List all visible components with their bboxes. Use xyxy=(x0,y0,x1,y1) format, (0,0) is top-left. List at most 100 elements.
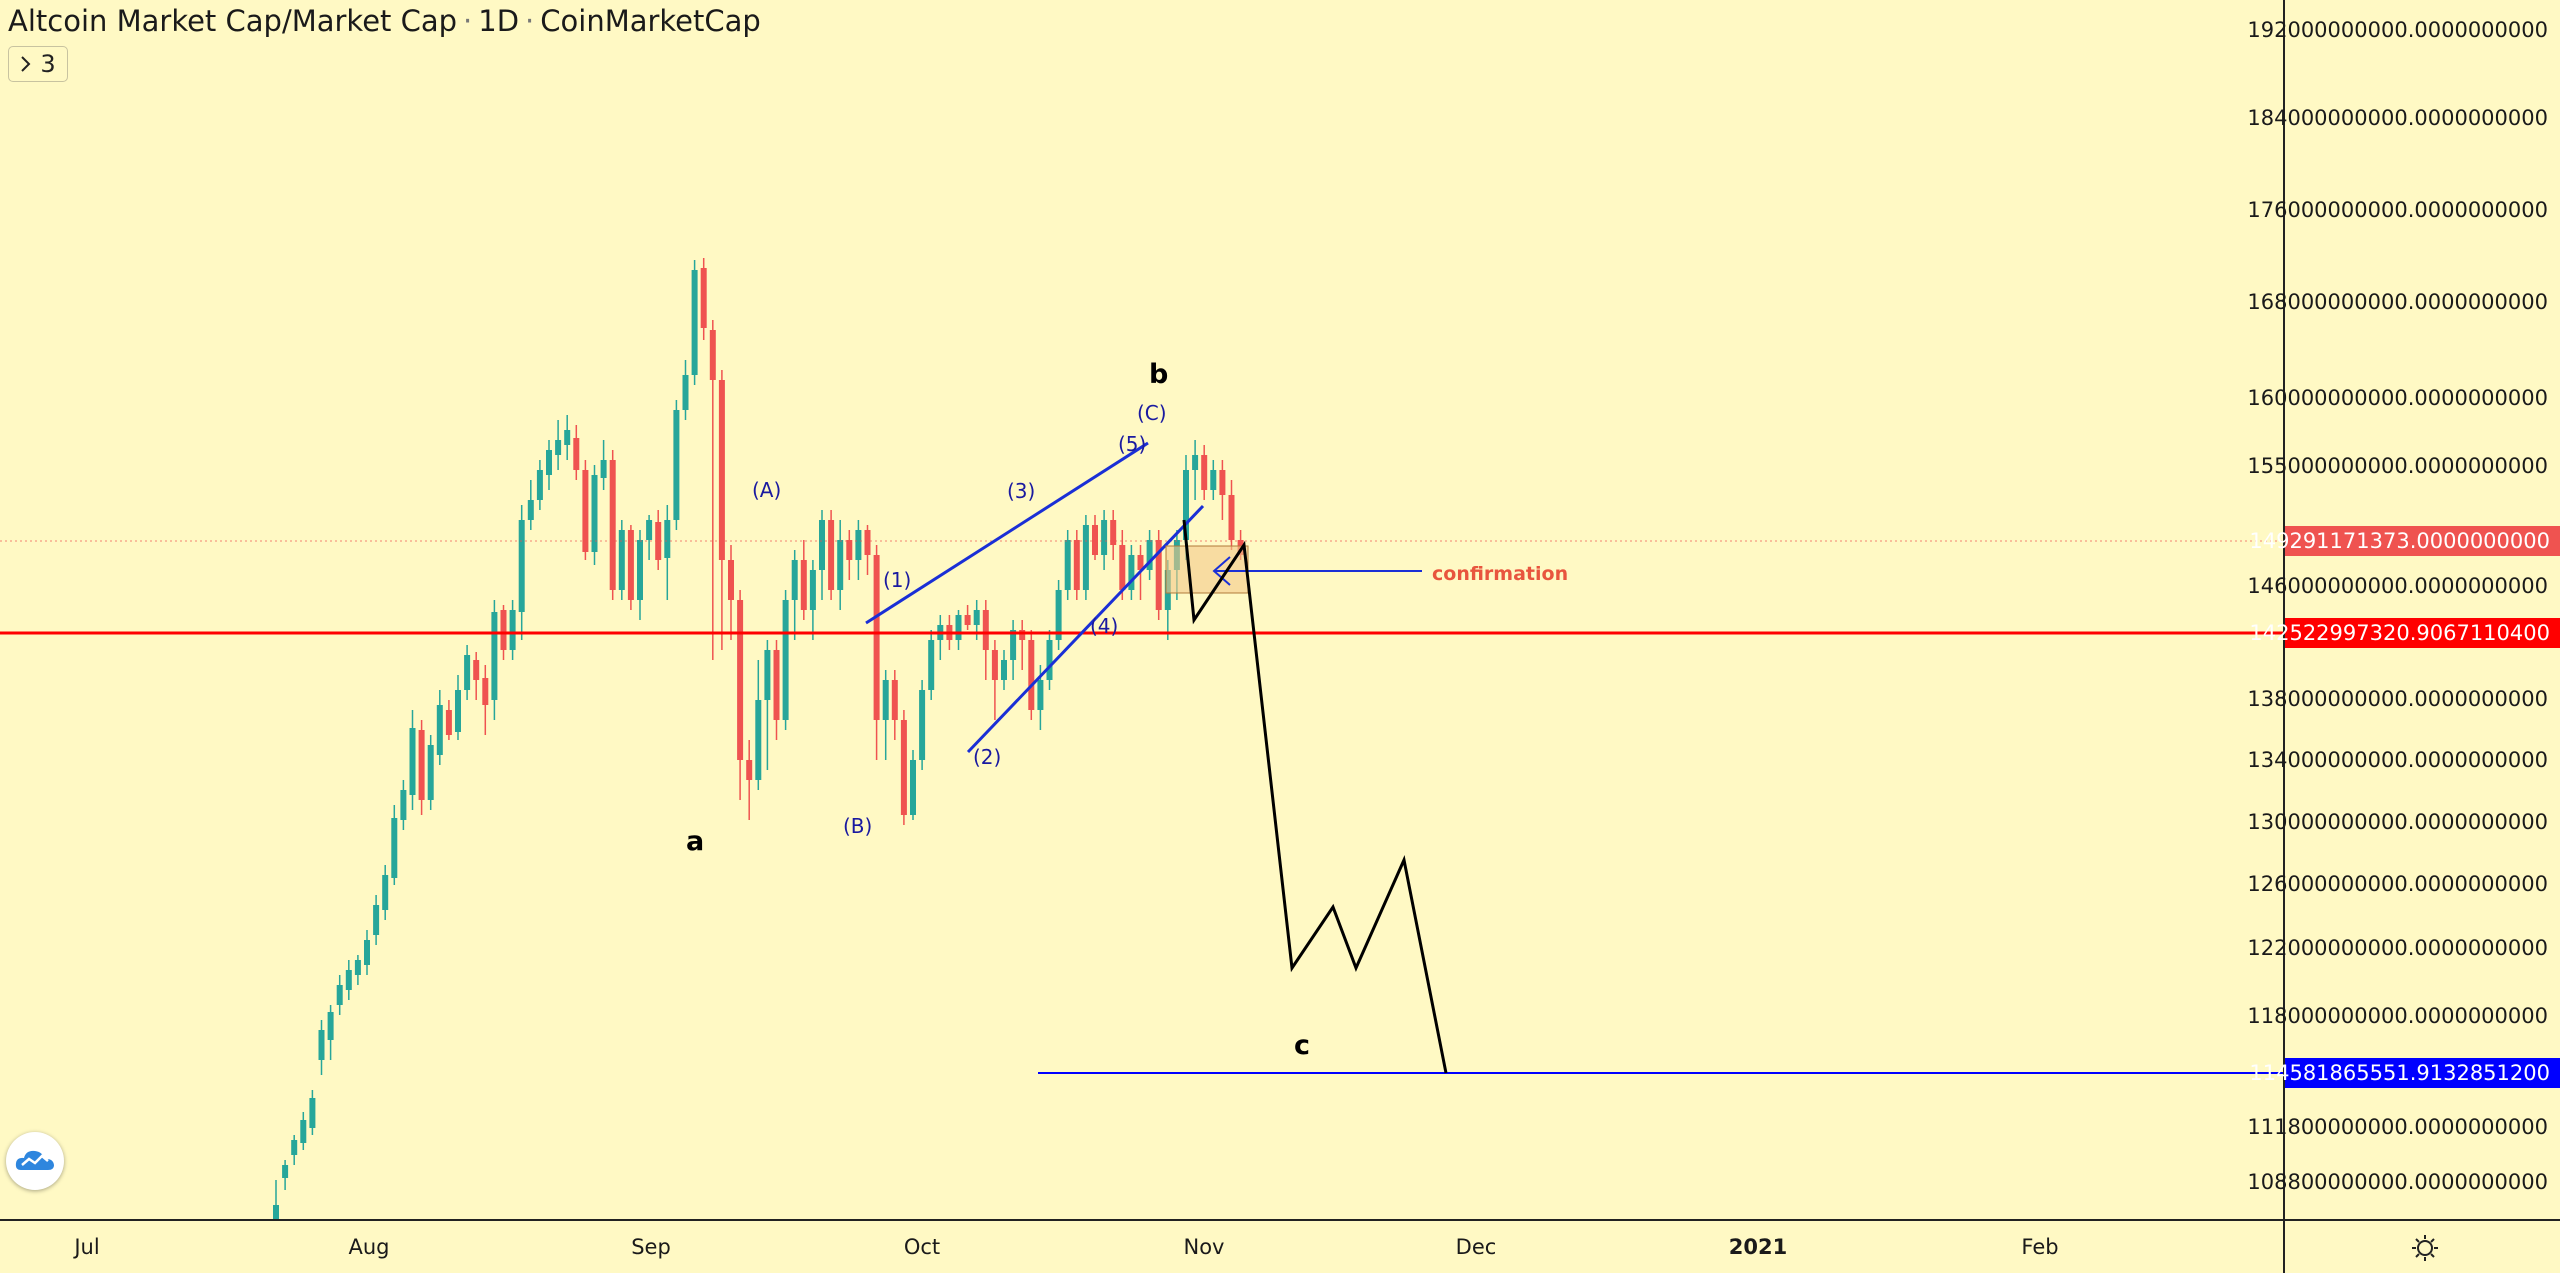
candle-down[interactable] xyxy=(1119,545,1126,590)
candle-up[interactable] xyxy=(382,875,389,910)
channel-lower-line[interactable] xyxy=(966,504,1205,754)
candle-down[interactable] xyxy=(445,710,452,735)
candle-up[interactable] xyxy=(755,700,762,780)
candle-up[interactable] xyxy=(1210,470,1217,490)
candle-up[interactable] xyxy=(336,985,343,1005)
candle-down[interactable] xyxy=(982,610,989,650)
candle-down[interactable] xyxy=(709,330,716,380)
candle-up[interactable] xyxy=(536,470,543,500)
candle-down[interactable] xyxy=(582,470,589,552)
channel-upper-line[interactable] xyxy=(865,441,1149,625)
candle-up[interactable] xyxy=(309,1098,316,1128)
candle-down[interactable] xyxy=(746,760,753,780)
candle-up[interactable] xyxy=(664,520,671,558)
indicators-toggle-button[interactable]: 3 xyxy=(8,46,68,82)
candle-up[interactable] xyxy=(555,440,562,455)
candle-up[interactable] xyxy=(591,475,598,552)
candle-up[interactable] xyxy=(455,690,461,732)
candle-down[interactable] xyxy=(1155,540,1162,610)
candle-up[interactable] xyxy=(919,690,926,760)
candle-down[interactable] xyxy=(609,460,616,590)
candle-up[interactable] xyxy=(300,1120,307,1143)
candle-up[interactable] xyxy=(1082,525,1089,590)
candle-down[interactable] xyxy=(1019,630,1026,640)
candle-up[interactable] xyxy=(400,790,407,820)
chart-settings-corner[interactable] xyxy=(2283,1219,2560,1273)
candle-down[interactable] xyxy=(1092,525,1098,555)
candle-down[interactable] xyxy=(1201,455,1208,490)
candle-up[interactable] xyxy=(682,375,689,410)
candle-down[interactable] xyxy=(846,540,853,560)
price-axis[interactable]: 192000000000.0000000000 184000000000.0000… xyxy=(2247,0,2560,1219)
chart-canvas[interactable]: confirmation a b c (A) (B) (C) (1) (2) (… xyxy=(0,0,2283,1219)
candle-down[interactable] xyxy=(891,680,898,720)
candle-up[interactable] xyxy=(273,1205,279,1219)
candle-down[interactable] xyxy=(573,438,580,470)
candle-down[interactable] xyxy=(1028,640,1035,710)
candle-down[interactable] xyxy=(418,730,425,800)
candle-up[interactable] xyxy=(837,540,844,590)
candle-up[interactable] xyxy=(791,560,798,600)
projection-path[interactable] xyxy=(1182,519,1448,1074)
candle-up[interactable] xyxy=(318,1030,325,1060)
candle-up[interactable] xyxy=(973,610,980,625)
candle-up[interactable] xyxy=(1192,455,1199,470)
candle-up[interactable] xyxy=(1183,470,1189,540)
candle-down[interactable] xyxy=(964,615,971,625)
candle-down[interactable] xyxy=(800,560,807,610)
candle-down[interactable] xyxy=(482,678,489,705)
candle-up[interactable] xyxy=(1001,660,1007,680)
candle-up[interactable] xyxy=(564,430,571,445)
candle-up[interactable] xyxy=(391,818,398,878)
candle-up[interactable] xyxy=(436,705,443,755)
candle-down[interactable] xyxy=(1137,555,1144,570)
tradingview-logo[interactable] xyxy=(6,1132,64,1190)
candle-up[interactable] xyxy=(364,940,370,965)
candle-down[interactable] xyxy=(473,660,480,680)
candle-up[interactable] xyxy=(509,610,516,650)
candle-up[interactable] xyxy=(491,612,498,700)
candle-up[interactable] xyxy=(646,520,653,540)
candle-up[interactable] xyxy=(546,450,552,475)
candle-down[interactable] xyxy=(718,380,725,560)
candle-up[interactable] xyxy=(1046,640,1053,680)
candle-up[interactable] xyxy=(427,745,434,800)
candle-up[interactable] xyxy=(819,520,825,570)
candle-up[interactable] xyxy=(600,460,607,478)
candle-up[interactable] xyxy=(764,650,771,700)
candle-down[interactable] xyxy=(655,522,662,560)
candle-up[interactable] xyxy=(345,970,352,990)
candle-up[interactable] xyxy=(1010,630,1017,660)
chart-area[interactable]: confirmation a b c (A) (B) (C) (1) (2) (… xyxy=(0,0,2283,1219)
candle-up[interactable] xyxy=(1037,680,1044,710)
time-axis[interactable]: Jul Aug Sep Oct Nov Dec 2021 Feb xyxy=(0,1219,2283,1273)
candle-down[interactable] xyxy=(864,530,871,555)
candle-up[interactable] xyxy=(1055,590,1062,640)
candle-up[interactable] xyxy=(1146,540,1153,570)
candle-up[interactable] xyxy=(291,1140,298,1155)
candle-up[interactable] xyxy=(955,615,962,640)
candle-down[interactable] xyxy=(737,600,744,760)
candle-up[interactable] xyxy=(618,530,625,590)
candle-down[interactable] xyxy=(991,650,998,680)
confirmation-box[interactable] xyxy=(1165,545,1249,594)
candle-up[interactable] xyxy=(409,728,416,795)
candle-down[interactable] xyxy=(700,268,707,328)
candle-up[interactable] xyxy=(855,530,862,560)
chart-title[interactable]: Altcoin Market Cap/Market Cap · 1D · CoinMar… xyxy=(8,4,761,38)
candle-up[interactable] xyxy=(1101,520,1108,555)
candle-down[interactable] xyxy=(1110,520,1117,545)
candle-up[interactable] xyxy=(282,1165,289,1178)
candle-up[interactable] xyxy=(882,680,889,720)
candle-down[interactable] xyxy=(627,530,634,600)
candle-up[interactable] xyxy=(691,270,698,375)
candle-down[interactable] xyxy=(500,610,507,650)
candle-down[interactable] xyxy=(900,720,907,815)
candle-down[interactable] xyxy=(1219,470,1226,495)
candle-down[interactable] xyxy=(1228,495,1235,540)
candle-up[interactable] xyxy=(782,600,789,720)
candle-up[interactable] xyxy=(637,540,643,600)
candle-up[interactable] xyxy=(1128,555,1135,590)
candle-up[interactable] xyxy=(518,520,525,612)
candle-up[interactable] xyxy=(527,500,534,520)
